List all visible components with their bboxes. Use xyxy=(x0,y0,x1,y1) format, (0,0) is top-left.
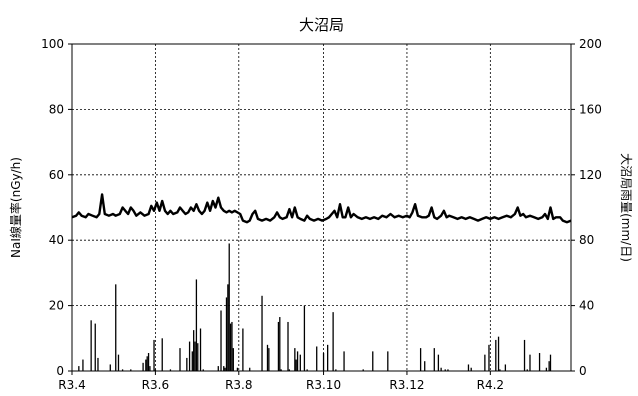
y-left-tick-label: 0 xyxy=(56,364,64,378)
y-right-tick-label: 80 xyxy=(579,233,594,247)
y-right-tick-label: 120 xyxy=(579,168,602,182)
x-tick-label: R3.4 xyxy=(58,378,85,392)
left-axis-ticks: 0 20 40 60 80 100 xyxy=(41,37,72,378)
dose-rate-line xyxy=(71,193,572,224)
y-right-tick-label: 200 xyxy=(579,37,602,51)
y-right-tick-label: 0 xyxy=(579,364,587,378)
y-left-tick-label: 100 xyxy=(41,37,64,51)
y-right-tick-label: 160 xyxy=(579,102,602,116)
x-tick-label: R3.10 xyxy=(306,378,341,392)
y-left-tick-label: 60 xyxy=(49,168,64,182)
x-tick-label: R3.12 xyxy=(389,378,424,392)
x-tick-label: R3.8 xyxy=(225,378,252,392)
y-left-tick-label: 40 xyxy=(49,233,64,247)
chart-title: 大沼局 xyxy=(299,16,344,34)
plot-frame xyxy=(71,43,572,372)
dose-line-series xyxy=(71,193,572,224)
grid xyxy=(72,44,571,371)
x-tick-label: R4.2 xyxy=(477,378,504,392)
x-tick-label: R3.6 xyxy=(142,378,169,392)
y-axis-right-label: 大沼局雨量(mm/日) xyxy=(619,153,633,262)
rain-bars xyxy=(78,243,552,371)
y-axis-left-label: NaI線量率(nGy/h) xyxy=(8,157,23,258)
x-axis-ticks: R3.4 R3.6 R3.8 R3.10 R3.12 R4.2 xyxy=(58,371,504,392)
right-axis-ticks: 0 40 80 120 160 200 xyxy=(571,37,602,378)
y-right-tick-label: 40 xyxy=(579,299,594,313)
y-left-tick-label: 20 xyxy=(49,299,64,313)
y-left-tick-label: 80 xyxy=(49,102,64,116)
